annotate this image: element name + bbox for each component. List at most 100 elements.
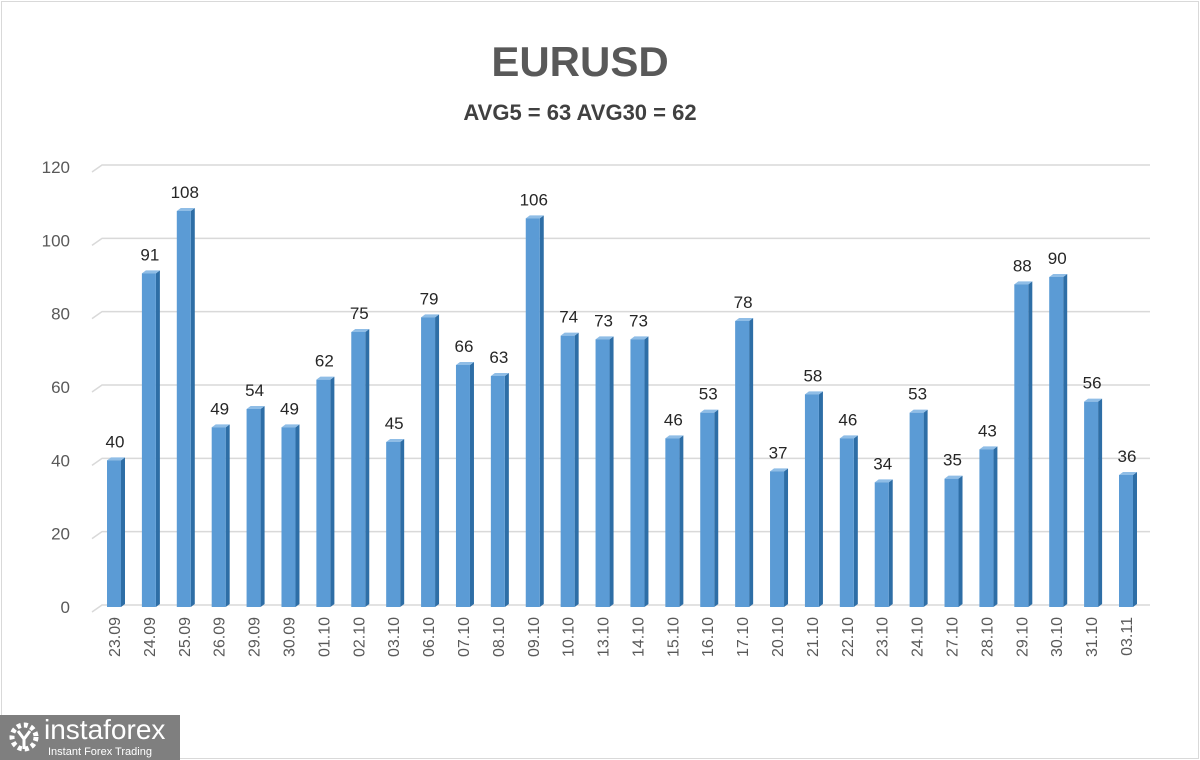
bar: [909, 412, 924, 607]
bar-top: [735, 318, 754, 321]
gridline: [91, 604, 1150, 613]
data-label: 49: [280, 399, 299, 418]
bar-top: [700, 409, 719, 413]
bar: [630, 339, 645, 607]
bar-side: [330, 376, 335, 607]
bar-side: [1063, 274, 1068, 607]
data-label: 91: [140, 245, 159, 264]
data-label: 53: [699, 385, 718, 404]
data-label: 49: [210, 399, 229, 418]
data-label: 45: [385, 414, 404, 433]
bar-top: [804, 391, 823, 395]
chart-subtitle: AVG5 = 63 AVG30 = 62: [463, 100, 697, 125]
data-label: 75: [350, 304, 369, 323]
bar-side: [958, 475, 963, 607]
data-label: 54: [245, 381, 264, 400]
data-label: 56: [1083, 374, 1102, 393]
x-tick-label: 10.10: [561, 617, 578, 657]
chart-title: EURUSD: [491, 38, 669, 85]
bar: [176, 211, 191, 607]
bar-side: [609, 336, 614, 607]
data-label: 73: [629, 311, 648, 330]
bar: [490, 376, 505, 607]
bar-top: [630, 336, 649, 340]
data-label: 79: [420, 289, 439, 308]
x-tick-label: 28.10: [979, 617, 996, 657]
bar-side: [644, 336, 649, 607]
bar-side: [679, 435, 684, 607]
bar: [560, 335, 575, 607]
bar-side: [504, 373, 509, 607]
x-tick-label: 15.10: [665, 617, 682, 657]
gridline: [91, 310, 1150, 320]
bar-top: [490, 373, 509, 376]
bar: [979, 449, 994, 607]
x-tick-label: 22.10: [840, 617, 857, 657]
x-tick-label: 24.09: [142, 617, 159, 657]
bar-side: [539, 215, 544, 608]
gridline: [91, 457, 1150, 466]
bar-side: [888, 479, 893, 607]
data-label: 43: [978, 421, 997, 440]
bar-side: [225, 424, 230, 607]
bar-top: [281, 424, 300, 428]
bar: [141, 273, 156, 607]
x-tick-label: 02.10: [351, 617, 368, 657]
bar-top: [595, 336, 614, 340]
bar: [351, 332, 366, 607]
data-label: 36: [1118, 447, 1137, 466]
data-label: 40: [106, 432, 125, 451]
x-tick-label: 03.10: [386, 617, 403, 657]
bar-top: [246, 406, 265, 409]
x-tick-label: 30.10: [1049, 617, 1066, 657]
bar-side: [121, 457, 125, 607]
bar-top: [141, 270, 160, 274]
x-tick-label: 13.10: [596, 617, 613, 657]
data-label: 108: [171, 183, 199, 202]
y-tick-label: 60: [51, 378, 70, 397]
bar-top: [351, 329, 370, 332]
bar-top: [1014, 281, 1033, 285]
bar: [316, 379, 331, 607]
instaforex-logo: instaforex Instant Forex Trading: [0, 715, 180, 760]
bar: [421, 317, 436, 607]
bar-top: [525, 215, 544, 219]
data-label: 46: [664, 410, 683, 429]
y-tick-label: 120: [42, 158, 70, 177]
bar-side: [190, 208, 195, 607]
bar-top: [316, 376, 335, 380]
bar: [246, 409, 261, 607]
bar-top: [386, 439, 405, 442]
x-tick-label: 14.10: [630, 617, 647, 657]
bar-side: [295, 424, 300, 607]
bar-top: [560, 332, 579, 336]
bar: [944, 478, 959, 607]
gear-logo-icon: [9, 722, 39, 752]
x-tick-label: 16.10: [700, 617, 717, 657]
data-label: 73: [594, 311, 613, 330]
data-label: 34: [873, 454, 892, 473]
gridline: [91, 164, 1150, 173]
bar-top: [874, 479, 893, 483]
x-tick-label: 20.10: [770, 617, 787, 657]
x-tick-label: 03.11: [1119, 617, 1136, 656]
x-tick-label: 29.09: [247, 617, 264, 657]
x-tick-label: 06.10: [421, 617, 438, 657]
bar-top: [455, 362, 474, 365]
bar: [770, 471, 785, 607]
x-tick-label: 07.10: [456, 617, 473, 657]
bar-side: [574, 332, 579, 607]
x-tick-label: 23.10: [875, 617, 892, 657]
bar-side: [818, 391, 823, 607]
logo-tagline: Instant Forex Trading: [48, 746, 152, 758]
bar-side: [853, 435, 858, 607]
bar: [1084, 401, 1099, 607]
bar-top: [909, 409, 928, 413]
x-tick-label: 01.10: [316, 617, 333, 657]
bar: [1119, 475, 1133, 607]
bar-top: [944, 475, 963, 479]
bar: [1014, 284, 1029, 607]
bar-top: [1119, 472, 1137, 475]
logo-name: instaforex: [44, 715, 166, 745]
